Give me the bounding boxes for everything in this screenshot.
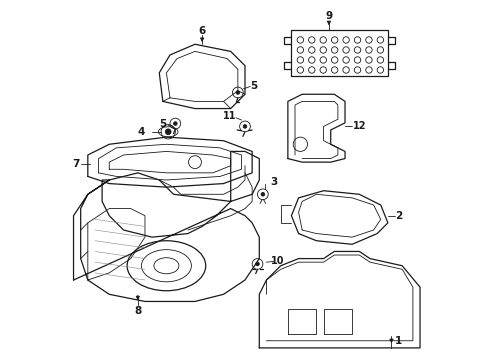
Text: 5: 5 (159, 119, 167, 129)
Text: 3: 3 (270, 177, 277, 187)
Text: 5: 5 (250, 81, 258, 91)
Text: 12: 12 (353, 121, 366, 131)
Text: 8: 8 (134, 306, 142, 316)
Circle shape (256, 262, 259, 266)
Circle shape (243, 125, 247, 128)
Text: 10: 10 (271, 256, 285, 266)
Circle shape (236, 91, 240, 94)
Text: 1: 1 (395, 336, 402, 346)
Text: 9: 9 (325, 12, 333, 21)
Circle shape (261, 193, 265, 196)
Circle shape (173, 122, 177, 125)
Text: 6: 6 (198, 26, 206, 36)
Circle shape (165, 129, 171, 135)
Text: 7: 7 (73, 159, 80, 169)
Text: 4: 4 (138, 127, 145, 137)
Text: 2: 2 (395, 211, 402, 221)
Text: 11: 11 (223, 111, 237, 121)
